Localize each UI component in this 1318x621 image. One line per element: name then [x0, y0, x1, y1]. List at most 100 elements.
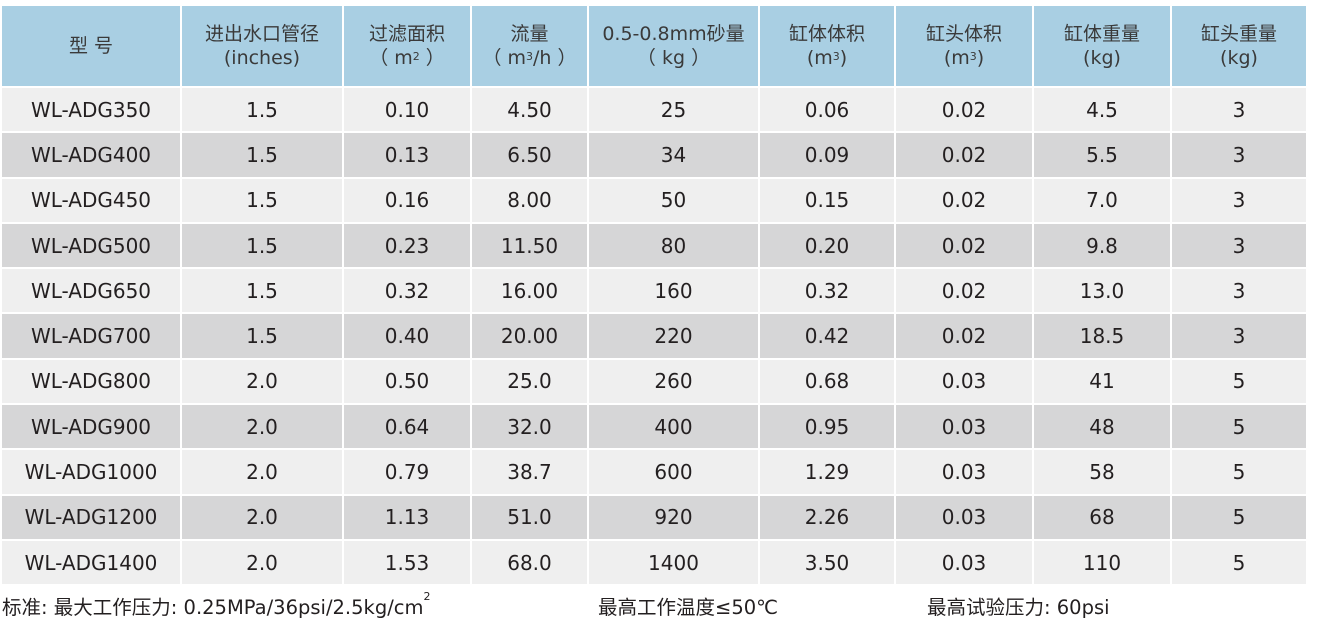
table-cell: 4.5: [1032, 85, 1172, 134]
table-cell: 0.03: [894, 538, 1034, 587]
header-cell: 缸头重量 (kg): [1170, 4, 1308, 88]
header-label: 缸体体积: [788, 23, 865, 45]
table-cell: 3: [1170, 131, 1308, 179]
header-unit: （ m3/h ）: [473, 46, 586, 70]
table-cell: 0.68: [758, 357, 896, 406]
model-cell: WL-ADG1200: [0, 493, 182, 541]
table-row: WL-ADG1400 2.0 1.53 68.0 1400 3.50 0.03 110 5: [0, 538, 1308, 587]
table-row: WL-ADG800 2.0 0.50 25.0 260 0.68 0.03 41 5: [0, 357, 1308, 406]
table-cell: 5: [1170, 538, 1308, 587]
table-cell: 58: [1032, 448, 1172, 496]
footer-temperature: 最高工作温度≤50℃: [598, 596, 779, 619]
header-cell: 流量（ m3/h ）: [470, 4, 589, 88]
table-row: WL-ADG450 1.5 0.16 8.00 50 0.15 0.02 7.0 3: [0, 176, 1308, 224]
header-cell: 过滤面积（ m2 ）: [342, 4, 472, 88]
table-cell: 25.0: [470, 357, 589, 406]
table-cell: 2.0: [180, 538, 344, 587]
table-cell: 3: [1170, 221, 1308, 270]
header-unit-text: （ m: [369, 47, 413, 69]
table-cell: 50: [587, 176, 760, 224]
table-cell: 0.03: [894, 493, 1034, 541]
table-cell: 1.13: [342, 493, 472, 541]
table-cell: 0.03: [894, 357, 1034, 406]
table-cell: 1.5: [180, 221, 344, 270]
table-cell: 260: [587, 357, 760, 406]
table-cell: 0.02: [894, 176, 1034, 224]
table-cell: 5: [1170, 493, 1308, 541]
table-cell: 16.00: [470, 267, 589, 315]
header-cell: 缸头体积 (m3): [894, 4, 1034, 88]
model-cell: WL-ADG900: [0, 403, 182, 451]
table-cell: 18.5: [1032, 312, 1172, 360]
model-cell: WL-ADG800: [0, 357, 182, 406]
header-unit-sup: 3: [526, 50, 534, 63]
header-unit-text: (kg): [1220, 47, 1258, 69]
table-cell: 3: [1170, 85, 1308, 134]
table-cell: 0.15: [758, 176, 896, 224]
table-body: WL-ADG350 1.5 0.10 4.50 25 0.06 0.02 4.5 3 WL-ADG…: [0, 85, 1308, 587]
table-cell: 1.5: [180, 85, 344, 134]
header-label: 缸头体积: [925, 23, 1002, 45]
table-cell: 0.42: [758, 312, 896, 360]
table-cell: 400: [587, 403, 760, 451]
table-cell: 0.32: [342, 267, 472, 315]
table-cell: 8.00: [470, 176, 589, 224]
header-label: 0.5-0.8mm砂量: [602, 23, 745, 45]
footer-notes: 标准: 最大工作压力: 0.25MPa/36psi/2.5kg/cm2 最高工作…: [0, 590, 1318, 620]
table-cell: 0.02: [894, 312, 1034, 360]
spec-table: 型 号进出水口管径 (inches) 过滤面积（ m2 ）流量（ m3/h ） 0.5…: [0, 4, 1308, 587]
footer-pressure: 标准: 最大工作压力: 0.25MPa/36psi/2.5kg/cm2: [2, 590, 431, 620]
table-cell: 13.0: [1032, 267, 1172, 315]
table-cell: 32.0: [470, 403, 589, 451]
table-cell: 0.64: [342, 403, 472, 451]
table-cell: 34: [587, 131, 760, 179]
header-unit: (kg): [1173, 46, 1305, 70]
table-cell: 0.06: [758, 85, 896, 134]
header-cell: 进出水口管径 (inches): [180, 4, 344, 88]
header-unit: (inches): [183, 46, 341, 70]
table-cell: 0.20: [758, 221, 896, 270]
table-cell: 5: [1170, 357, 1308, 406]
table-cell: 2.26: [758, 493, 896, 541]
header-unit-text: (kg): [1083, 47, 1121, 69]
table-cell: 0.16: [342, 176, 472, 224]
table-row: WL-ADG350 1.5 0.10 4.50 25 0.06 0.02 4.5 3: [0, 85, 1308, 134]
header-label: 型 号: [68, 35, 114, 57]
header-label: 过滤面积: [368, 23, 445, 45]
header-label: 流量: [510, 23, 549, 45]
header-unit-suffix: ）: [419, 47, 445, 69]
footer-test-pressure: 最高试验压力: 60psi: [927, 596, 1110, 619]
table-cell: 0.02: [894, 267, 1034, 315]
table-cell: 220: [587, 312, 760, 360]
table-cell: 110: [1032, 538, 1172, 587]
table-cell: 4.50: [470, 85, 589, 134]
table-cell: 51.0: [470, 493, 589, 541]
table-row: WL-ADG900 2.0 0.64 32.0 400 0.95 0.03 48 5: [0, 403, 1308, 451]
table-cell: 1.5: [180, 312, 344, 360]
table-row: WL-ADG1000 2.0 0.79 38.7 600 1.29 0.03 58 5: [0, 448, 1308, 496]
table-cell: 1.5: [180, 267, 344, 315]
table-header: 型 号进出水口管径 (inches) 过滤面积（ m2 ）流量（ m3/h ） 0.5…: [0, 4, 1308, 88]
header-unit-text: （ m: [482, 47, 527, 69]
model-cell: WL-ADG700: [0, 312, 182, 360]
table-row: WL-ADG650 1.5 0.32 16.00 160 0.32 0.02 13.0 3: [0, 267, 1308, 315]
table-cell: 0.23: [342, 221, 472, 270]
model-cell: WL-ADG1400: [0, 538, 182, 587]
header-unit: (m3): [897, 46, 1031, 70]
header-cell: 缸体体积 (m3): [758, 4, 896, 88]
table-cell: 0.50: [342, 357, 472, 406]
header-cell: 0.5-0.8mm砂量（ kg ）: [587, 4, 760, 88]
header-unit-text: （ kg ）: [636, 47, 711, 69]
table-cell: 0.03: [894, 403, 1034, 451]
table-cell: 0.32: [758, 267, 896, 315]
table-row: WL-ADG400 1.5 0.13 6.50 34 0.09 0.02 5.5 3: [0, 131, 1308, 179]
table-cell: 2.0: [180, 403, 344, 451]
table-cell: 2.0: [180, 493, 344, 541]
table-cell: 25: [587, 85, 760, 134]
table-cell: 11.50: [470, 221, 589, 270]
table-cell: 2.0: [180, 357, 344, 406]
table-cell: 0.02: [894, 85, 1034, 134]
table-cell: 9.8: [1032, 221, 1172, 270]
table-cell: 3: [1170, 176, 1308, 224]
table-cell: 80: [587, 221, 760, 270]
